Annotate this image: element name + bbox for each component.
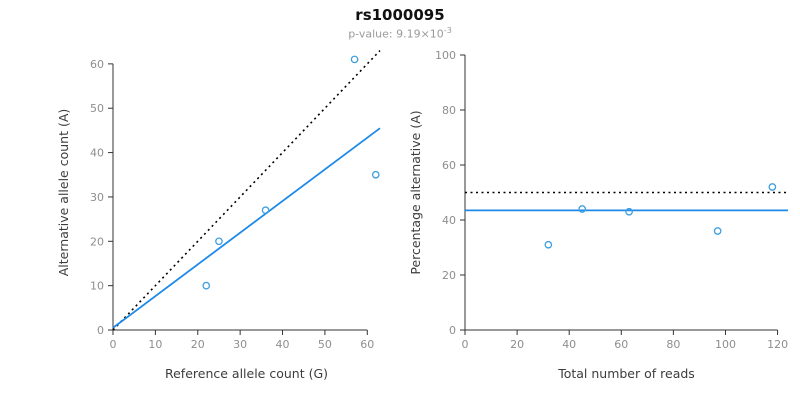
y-axis-title: Percentage alternative (A) <box>408 110 423 274</box>
x-tick-label: 40 <box>276 338 290 351</box>
p-value-text: p-value: 9.19×10 <box>348 27 444 41</box>
y-tick-label: 40 <box>90 147 104 160</box>
percentage-reads-scatter-chart: 0 20 40 60 80 100 120 0 20 40 60 80 100 Total number … <box>408 49 788 381</box>
y-tick-label: 0 <box>97 324 104 337</box>
y-tick-label: 10 <box>90 280 104 293</box>
charts-row: 0 10 20 30 40 50 60 0 10 20 30 40 50 60 Reference alle… <box>0 45 800 400</box>
x-tick-label: 120 <box>767 338 788 351</box>
y-tick-label: 20 <box>442 269 456 282</box>
y-tick-label: 0 <box>449 324 456 337</box>
x-tick-label: 30 <box>233 338 247 351</box>
data-point <box>713 227 722 235</box>
x-tick-label: 60 <box>614 338 628 351</box>
y-tick-label: 40 <box>442 214 456 227</box>
x-tick-label: 40 <box>562 338 576 351</box>
y-axis-title: Alternative allele count (A) <box>56 109 71 277</box>
p-value-exponent: -3 <box>443 26 452 35</box>
data-point <box>371 170 380 179</box>
allele-count-scatter-chart: 0 10 20 30 40 50 60 0 10 20 30 40 50 60 Reference alle… <box>56 50 381 381</box>
data-point <box>202 281 211 290</box>
x-tick-label: 0 <box>110 338 117 351</box>
chart-header: rs1000095 p-value: 9.19×10-3 <box>0 6 800 41</box>
plot-title: rs1000095 <box>355 6 445 24</box>
x-tick-label: 10 <box>148 338 162 351</box>
y-tick-label: 60 <box>90 58 104 71</box>
x-tick-label: 50 <box>318 338 332 351</box>
x-tick-label: 80 <box>666 338 680 351</box>
x-tick-label: 100 <box>715 338 736 351</box>
y-tick-label: 80 <box>442 104 456 117</box>
data-point <box>578 205 587 213</box>
x-axis-title: Reference allele count (G) <box>165 366 328 381</box>
x-tick-label: 20 <box>191 338 205 351</box>
p-value-subtitle: p-value: 9.19×10-3 <box>0 26 800 41</box>
x-tick-label: 60 <box>360 338 374 351</box>
y-tick-label: 30 <box>90 191 104 204</box>
fit-line <box>112 127 381 329</box>
y-tick-label: 100 <box>435 49 456 62</box>
y-tick-label: 50 <box>90 102 104 115</box>
data-point <box>261 206 270 215</box>
x-axis-title: Total number of reads <box>557 366 695 381</box>
y-tick-label: 60 <box>442 159 456 172</box>
data-point <box>350 55 359 64</box>
x-tick-label: 20 <box>510 338 524 351</box>
x-tick-label: 0 <box>462 338 469 351</box>
data-point <box>215 237 223 246</box>
identity-line <box>112 50 381 331</box>
data-point <box>625 207 633 216</box>
data-point <box>768 183 777 191</box>
y-tick-label: 20 <box>90 235 104 248</box>
data-point <box>544 240 553 249</box>
